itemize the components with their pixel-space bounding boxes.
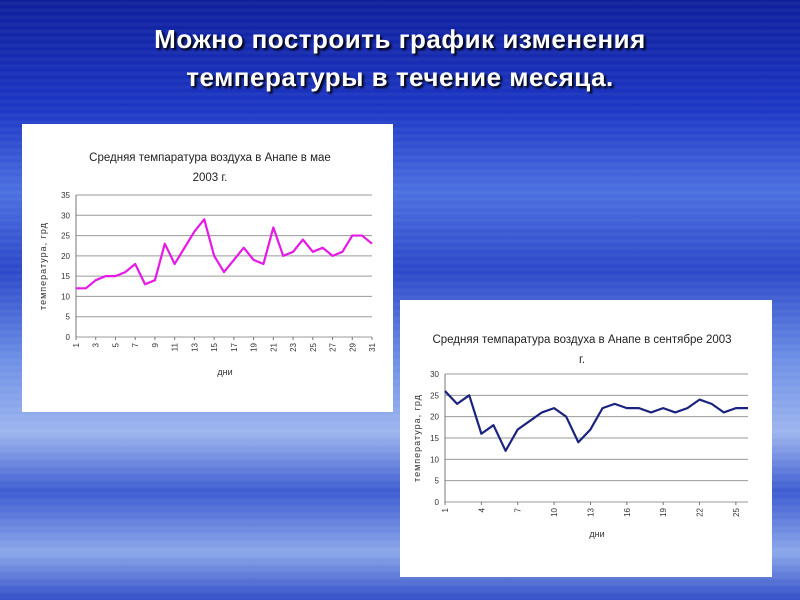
y-tick-label: 30 [61, 211, 70, 220]
x-tick-label: 31 [368, 342, 377, 351]
x-tick-label: 16 [623, 507, 632, 516]
x-tick-label: 25 [732, 507, 741, 516]
x-tick-label: 3 [92, 342, 101, 347]
x-tick-label: 10 [550, 507, 559, 516]
x-tick-label: 13 [190, 342, 199, 351]
y-tick-label: 15 [61, 272, 70, 281]
x-tick-label: 29 [348, 342, 357, 351]
y-tick-label: 30 [430, 370, 439, 379]
y-tick-label: 15 [430, 434, 439, 443]
chart-title: Средняя темпаратура воздуха в Анапе в ма… [89, 152, 331, 184]
y-tick-label: 10 [61, 292, 70, 301]
x-tick-label: 13 [586, 507, 595, 516]
y-tick-label: 5 [435, 477, 440, 486]
y-tick-label: 20 [61, 252, 70, 261]
y-axis-label: температура, грд [412, 394, 422, 482]
x-tick-label: 9 [151, 342, 160, 347]
x-tick-label: 5 [111, 342, 120, 347]
x-tick-label: 7 [131, 342, 140, 347]
x-tick-label: 21 [269, 342, 278, 351]
x-axis-label: дни [217, 367, 232, 377]
x-tick-label: 27 [329, 342, 338, 351]
y-tick-label: 20 [430, 413, 439, 422]
y-tick-label: 10 [430, 455, 439, 464]
data-line [444, 390, 748, 452]
x-tick-label: 19 [250, 342, 259, 351]
x-tick-label: 25 [309, 342, 318, 351]
x-tick-label: 11 [171, 342, 180, 351]
x-tick-label: 4 [477, 507, 486, 512]
slide-title: Можно построить график изменения [154, 24, 646, 54]
chart: 0 5 10 15 20 25 30 1 4 7 10 13 16 19 22 25 температура, … [412, 370, 748, 539]
y-tick-label: 0 [66, 333, 71, 342]
y-tick-label: 5 [66, 313, 71, 322]
y-tick-label: 35 [61, 191, 70, 200]
y-tick-label: 25 [61, 232, 70, 241]
y-tick-label: 0 [435, 498, 440, 507]
x-tick-label: 7 [514, 507, 523, 512]
x-tick-label: 15 [210, 342, 219, 351]
chart-title: Средняя темпаратура воздуха в Анапе в се… [432, 334, 732, 366]
chart-panel: Средняя темпаратура воздуха в Анапе в се… [400, 300, 772, 577]
y-axis-label: температура, грд [38, 222, 48, 310]
data-line [76, 218, 373, 290]
y-tick-label: 25 [430, 391, 439, 400]
x-axis-label: дни [589, 529, 604, 539]
x-tick-label: 17 [230, 342, 239, 351]
x-tick-label: 23 [289, 342, 298, 351]
slide-title: температуры в течение месяца. [186, 62, 614, 92]
x-tick-label: 1 [72, 342, 81, 347]
x-tick-label: 1 [441, 507, 450, 512]
x-tick-label: 19 [659, 507, 668, 516]
x-tick-label: 22 [696, 507, 705, 516]
chart-panel: Средняя темпаратура воздуха в Анапе в ма… [22, 124, 393, 412]
